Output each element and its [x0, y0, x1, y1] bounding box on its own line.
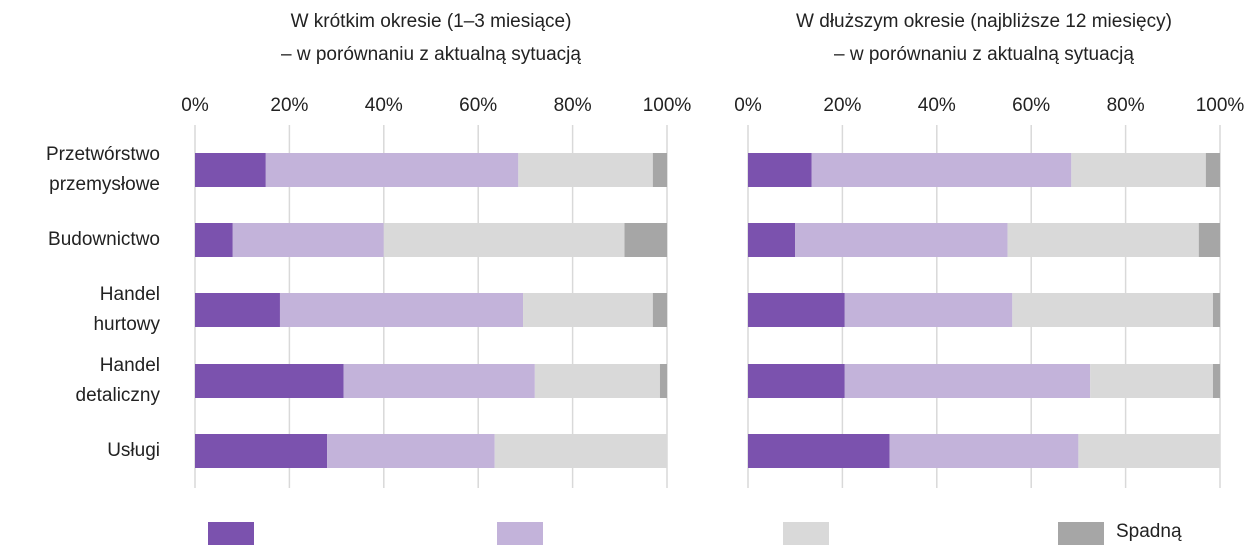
bar-segment [195, 293, 280, 327]
bar-segment [1012, 293, 1213, 327]
x-tick-label: 20% [823, 95, 861, 116]
bar-segment [327, 434, 495, 468]
x-tick-label: 0% [734, 95, 762, 116]
legend-swatch [208, 522, 254, 545]
x-tick-label: 60% [459, 95, 497, 116]
bar-segment [795, 223, 1008, 257]
bar-segment [383, 223, 625, 257]
legend-label: Spadną [1116, 521, 1182, 542]
y-tick-label: Przetwórstwo przemysłowe [46, 144, 160, 195]
y-tick-label: Budownictwo [48, 229, 160, 250]
bar-segment [624, 223, 667, 257]
legend-swatch [497, 522, 543, 545]
bar-segment [844, 293, 1013, 327]
bar-segment [748, 434, 890, 468]
bar-segment [659, 364, 667, 398]
bar-segment [748, 223, 796, 257]
x-tick-label: 80% [554, 95, 592, 116]
x-tick-label: 40% [918, 95, 956, 116]
bar-segment [1198, 223, 1220, 257]
bar-segment [534, 364, 660, 398]
bar-segment [343, 364, 535, 398]
chart-subtitle: – w porównaniu z aktualną sytuacją [281, 44, 581, 65]
bar-segment [494, 434, 667, 468]
legend-swatch [1058, 522, 1104, 545]
chart-title: W krótkim okresie (1–3 miesiące) [291, 11, 572, 32]
x-tick-label: 60% [1012, 95, 1050, 116]
bar-segment [748, 364, 845, 398]
bar-segment [1071, 153, 1206, 187]
bar-segment [1212, 364, 1220, 398]
bar-segment [518, 153, 653, 187]
bar-segment [232, 223, 384, 257]
x-tick-label: 100% [1196, 95, 1245, 116]
x-tick-label: 40% [365, 95, 403, 116]
y-tick-label: Usługi [107, 440, 160, 461]
bar-segment [748, 153, 812, 187]
bar-segment [195, 434, 328, 468]
bar-segment [1078, 434, 1220, 468]
x-tick-label: 80% [1107, 95, 1145, 116]
bar-segment [265, 153, 519, 187]
bar-segment [652, 153, 667, 187]
bar-segment [1212, 293, 1220, 327]
bar-segment [195, 223, 233, 257]
bar-segment [1205, 153, 1220, 187]
chart-title: W dłuższym okresie (najbliższe 12 miesię… [796, 11, 1172, 32]
bar-segment [889, 434, 1079, 468]
chart-subtitle: – w porównaniu z aktualną sytuacją [834, 44, 1134, 65]
bar-segment [1007, 223, 1199, 257]
bar-segment [652, 293, 667, 327]
bar-segment [748, 293, 845, 327]
bar-segment [811, 153, 1072, 187]
bar-segment [279, 293, 524, 327]
x-tick-label: 100% [643, 95, 692, 116]
x-tick-label: 20% [270, 95, 308, 116]
bar-segment [844, 364, 1091, 398]
y-tick-label: Handel detaliczny [76, 355, 161, 406]
bar-segment [1090, 364, 1213, 398]
bar-segment [195, 153, 266, 187]
legend-swatch [783, 522, 829, 545]
bar-segment [523, 293, 653, 327]
y-tick-label: Handel hurtowy [93, 284, 160, 335]
bar-segment [195, 364, 344, 398]
x-tick-label: 0% [181, 95, 209, 116]
